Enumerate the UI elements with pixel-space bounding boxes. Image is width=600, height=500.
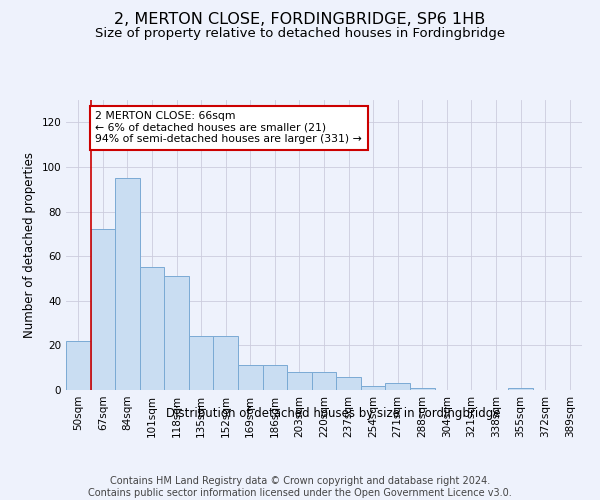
Bar xyxy=(287,372,312,390)
Y-axis label: Number of detached properties: Number of detached properties xyxy=(23,152,36,338)
Text: Distribution of detached houses by size in Fordingbridge: Distribution of detached houses by size … xyxy=(166,408,500,420)
Text: 2 MERTON CLOSE: 66sqm
← 6% of detached houses are smaller (21)
94% of semi-detac: 2 MERTON CLOSE: 66sqm ← 6% of detached h… xyxy=(95,111,362,144)
Bar xyxy=(508,388,533,390)
Bar xyxy=(312,372,336,390)
Bar xyxy=(140,268,164,390)
Bar xyxy=(263,366,287,390)
Bar xyxy=(336,376,361,390)
Bar xyxy=(164,276,189,390)
Text: Size of property relative to detached houses in Fordingbridge: Size of property relative to detached ho… xyxy=(95,28,505,40)
Text: Contains HM Land Registry data © Crown copyright and database right 2024.
Contai: Contains HM Land Registry data © Crown c… xyxy=(88,476,512,498)
Bar xyxy=(238,366,263,390)
Bar xyxy=(385,384,410,390)
Text: 2, MERTON CLOSE, FORDINGBRIDGE, SP6 1HB: 2, MERTON CLOSE, FORDINGBRIDGE, SP6 1HB xyxy=(115,12,485,28)
Bar xyxy=(91,230,115,390)
Bar xyxy=(214,336,238,390)
Bar xyxy=(115,178,140,390)
Bar xyxy=(361,386,385,390)
Bar xyxy=(410,388,434,390)
Bar xyxy=(189,336,214,390)
Bar xyxy=(66,341,91,390)
